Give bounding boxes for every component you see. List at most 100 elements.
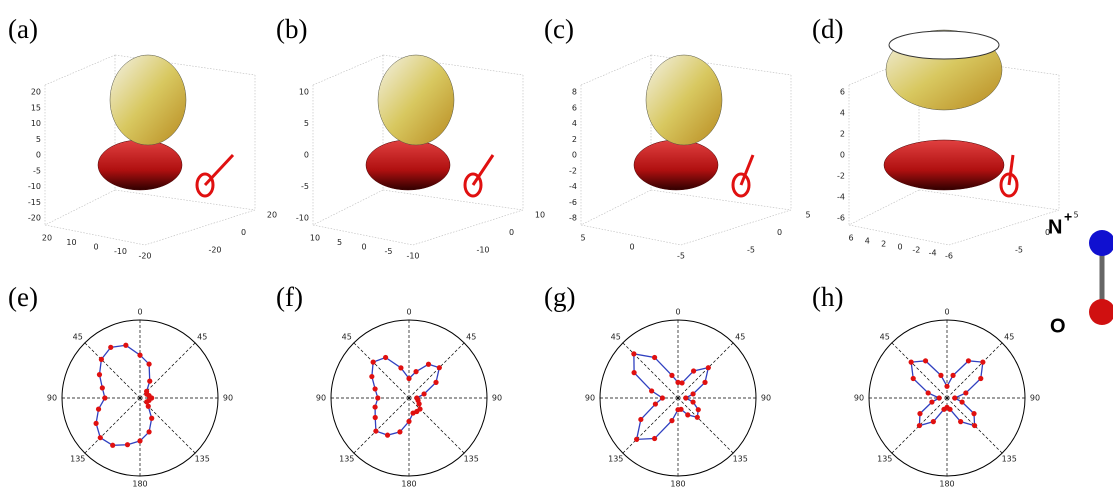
panel-label: (g) bbox=[544, 282, 575, 312]
z-tick-label: 10 bbox=[299, 88, 309, 97]
z-tick-label: 0 bbox=[572, 151, 577, 160]
data-point bbox=[631, 370, 637, 376]
data-point bbox=[922, 358, 929, 364]
box-edge bbox=[580, 224, 682, 246]
box-edge bbox=[312, 54, 384, 86]
grid-line bbox=[891, 397, 948, 454]
box-edge bbox=[144, 209, 256, 246]
box-edge bbox=[680, 209, 792, 246]
z-tick-label: 5 bbox=[304, 119, 309, 128]
data-point bbox=[925, 390, 931, 396]
box-edge bbox=[580, 54, 652, 86]
angle-tick-label: 180 bbox=[670, 480, 685, 489]
atom-label: N bbox=[1048, 216, 1062, 238]
surface-rim bbox=[888, 30, 1000, 60]
data-point bbox=[679, 380, 685, 386]
data-point bbox=[146, 429, 152, 435]
data-point bbox=[433, 379, 439, 385]
data-point bbox=[370, 359, 376, 365]
box-edge bbox=[114, 189, 256, 211]
data-point bbox=[963, 390, 969, 396]
pol-arrow bbox=[203, 153, 235, 187]
x-tick-label: -10 bbox=[114, 247, 127, 256]
z-tick-label: -2 bbox=[569, 166, 577, 175]
angle-tick-label: 180 bbox=[939, 480, 954, 489]
data-point bbox=[938, 372, 944, 378]
data-point bbox=[398, 365, 404, 371]
data-point bbox=[965, 358, 972, 364]
data-point bbox=[690, 399, 696, 405]
data-point bbox=[375, 395, 381, 401]
x-tick-label: -5 bbox=[677, 252, 685, 261]
fit-curve bbox=[95, 344, 153, 446]
x-tick-label: -20 bbox=[138, 252, 151, 261]
x-tick-label: 10 bbox=[310, 234, 320, 243]
surface-upper bbox=[645, 54, 723, 146]
data-point bbox=[978, 375, 984, 382]
data-point bbox=[369, 373, 375, 380]
angle-tick-label: 90 bbox=[761, 394, 771, 403]
angle-tick-label: 135 bbox=[1002, 454, 1017, 463]
z-tick-label: 6 bbox=[572, 103, 577, 112]
z-tick-label: 0 bbox=[36, 151, 41, 160]
angle-tick-label: 45 bbox=[73, 333, 83, 342]
data-point bbox=[702, 379, 708, 385]
y-tick-label: 5 bbox=[1073, 211, 1078, 220]
z-tick-label: -2 bbox=[837, 172, 845, 181]
x-tick-label: 5 bbox=[580, 234, 585, 243]
box-edge bbox=[650, 189, 792, 211]
angle-tick-label: 180 bbox=[401, 480, 416, 489]
data-point bbox=[950, 372, 956, 378]
atom-o bbox=[1089, 299, 1113, 325]
data-point bbox=[384, 432, 391, 438]
panel-label: (h) bbox=[812, 282, 843, 312]
grid-line bbox=[677, 342, 734, 399]
data-point bbox=[971, 411, 977, 417]
data-point bbox=[936, 395, 942, 401]
y-tick-label: 0 bbox=[1045, 228, 1050, 237]
box-edge bbox=[114, 54, 256, 76]
data-point bbox=[690, 391, 696, 397]
z-tick-label: 0 bbox=[840, 151, 845, 160]
box-edge bbox=[312, 189, 384, 226]
grid-line bbox=[139, 342, 196, 399]
x-tick-label: -6 bbox=[945, 252, 953, 261]
angle-tick-label: 45 bbox=[197, 333, 207, 342]
z-tick-label: -20 bbox=[28, 214, 41, 223]
z-tick-label: -4 bbox=[569, 182, 577, 191]
x-tick-label: 0 bbox=[629, 243, 634, 252]
angle-tick-label: 135 bbox=[464, 454, 479, 463]
pol-arrow bbox=[739, 154, 755, 186]
z-tick-label: -15 bbox=[28, 198, 41, 207]
data-point bbox=[929, 399, 935, 405]
data-point bbox=[95, 406, 102, 412]
data-point bbox=[652, 401, 658, 407]
data-point bbox=[137, 438, 143, 444]
x-tick-label: 5 bbox=[337, 238, 342, 247]
data-point bbox=[908, 359, 914, 365]
pol-arrow bbox=[471, 154, 495, 186]
grid-line bbox=[353, 397, 410, 454]
grid-line bbox=[622, 397, 679, 454]
pol-arrow bbox=[1007, 154, 1015, 186]
box-edge bbox=[650, 54, 792, 76]
surface-upper bbox=[109, 54, 187, 146]
y-tick-label: -5 bbox=[1015, 246, 1023, 255]
y-tick-label: -5 bbox=[747, 246, 755, 255]
angle-tick-label: 135 bbox=[339, 454, 354, 463]
data-point bbox=[944, 383, 950, 389]
grid-line bbox=[946, 342, 1003, 399]
box-edge bbox=[848, 189, 920, 226]
data-point bbox=[416, 401, 422, 407]
y-tick-label: 5 bbox=[805, 211, 810, 220]
angle-tick-label: 45 bbox=[735, 333, 745, 342]
data-point bbox=[436, 365, 442, 371]
z-tick-label: 0 bbox=[304, 151, 309, 160]
angle-tick-label: 0 bbox=[137, 308, 142, 317]
angle-tick-label: 0 bbox=[944, 308, 949, 317]
data-point bbox=[383, 354, 389, 361]
z-tick-label: 2 bbox=[572, 135, 577, 144]
panel-label: (c) bbox=[544, 14, 574, 44]
z-tick-label: 2 bbox=[840, 130, 845, 139]
